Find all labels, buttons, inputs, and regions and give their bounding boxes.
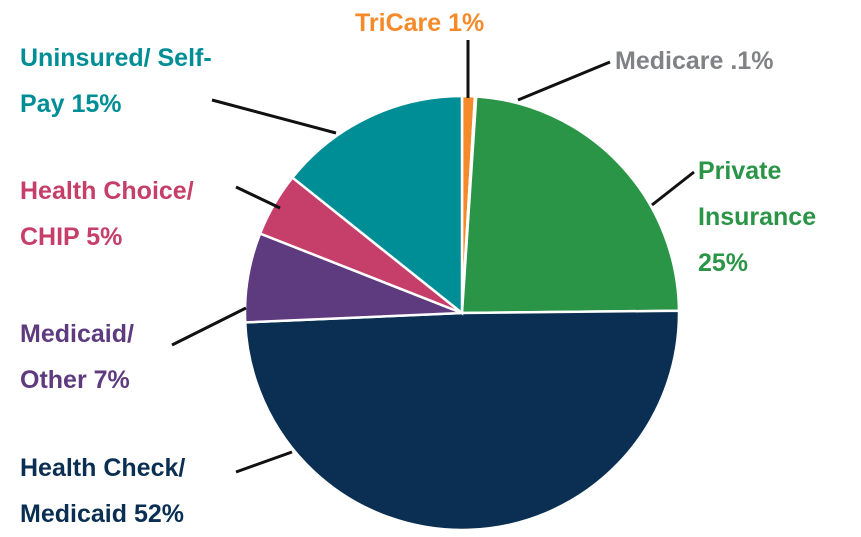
value-label: 15% [71,90,122,118]
leader-line [211,98,337,135]
slice-label: Medicaid/ Other 7% [20,311,180,403]
pie-slice [460,95,681,315]
leader-line [171,306,247,347]
slice-label: TriCare 1% [355,0,555,46]
category-label: Private Insurance [698,157,817,231]
value-label: 25% [698,249,749,277]
slice-label: Medicare .1% [615,38,855,84]
value-label: .1% [730,47,774,75]
leader-line [235,450,293,474]
value-label: 1% [448,9,485,37]
value-label: 52% [133,500,184,528]
slice-label: Health Check/ Medicaid 52% [20,445,250,537]
leader-line [517,60,611,102]
slice-label: Uninsured/ Self-Pay 15% [20,35,220,127]
slices [243,94,681,530]
category-label: Health Check/ Medicaid [20,454,186,528]
pie-slice [290,94,464,316]
leader-line [235,185,281,210]
category-label: Medicare [615,47,724,75]
pie-slice [243,309,681,530]
slice-label: Health Choice/ CHIP 5% [20,168,252,260]
category-label: Uninsured/ Self-Pay [20,44,212,118]
category-label: Health Choice/ CHIP [20,177,194,251]
leader-line [651,170,695,207]
category-label: TriCare [355,9,442,37]
leader-lines [171,40,695,474]
value-label: 7% [93,366,130,394]
slice-label: Private Insurance 25% [698,148,848,286]
value-label: 5% [86,223,123,251]
category-label: Medicaid/ Other [20,320,134,394]
